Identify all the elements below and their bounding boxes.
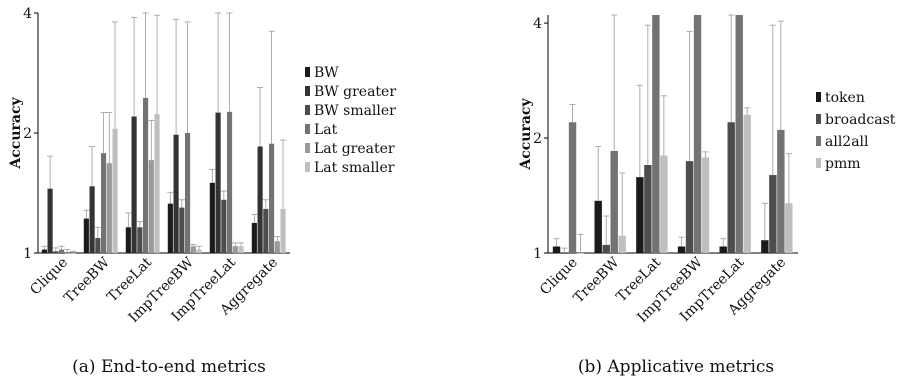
- bar-imptreebw-token: [677, 246, 686, 253]
- legend-label: all2all: [825, 134, 869, 150]
- legend-swatch: [305, 105, 310, 115]
- bar-imptreelat-pmm: [743, 114, 751, 253]
- bar-aggregate-lat-greater: [274, 241, 280, 253]
- legend-swatch: [816, 92, 821, 102]
- figure-caption: (a) End-to-end metrics: [72, 357, 266, 377]
- y-tick-label: 4: [533, 16, 542, 32]
- bar-aggregate-lat-smaller: [280, 208, 286, 253]
- bar-imptreebw-all2all: [693, 15, 702, 253]
- bar-treelat-token: [636, 177, 644, 253]
- bar-aggregate-lat: [269, 143, 275, 253]
- bar-imptreebw-lat-smaller: [196, 249, 202, 253]
- bar-treebw-lat-smaller: [112, 128, 118, 253]
- bar-treebw-pmm: [618, 235, 626, 253]
- bar-clique-lat: [59, 249, 65, 253]
- bar-imptreelat-broadcast: [727, 122, 735, 253]
- bar-treelat-lat-smaller: [154, 114, 160, 253]
- bar-clique-bw: [41, 249, 47, 253]
- legend-swatch: [305, 67, 310, 77]
- bar-aggregate-bw-greater: [257, 146, 263, 253]
- bar-treebw-broadcast: [602, 244, 610, 253]
- y-tick-label: 1: [23, 246, 32, 262]
- figure-caption: (b) Applicative metrics: [578, 357, 774, 377]
- bar-aggregate-bw-smaller: [263, 208, 269, 253]
- bar-aggregate-bw: [251, 222, 257, 253]
- legend-label: BW: [314, 65, 339, 81]
- bar-aggregate-broadcast: [769, 175, 777, 253]
- bar-imptreelat-token: [719, 246, 727, 253]
- legend-label: pmm: [825, 156, 861, 172]
- bar-imptreelat-bw-greater: [215, 112, 221, 253]
- legend-label: BW greater: [314, 84, 396, 100]
- bar-clique-bw-smaller: [53, 251, 59, 253]
- bar-clique-token: [552, 246, 561, 253]
- bar-aggregate-pmm: [785, 203, 793, 253]
- legend-swatch: [816, 114, 821, 124]
- bar-imptreebw-bw: [167, 203, 173, 253]
- category-label: TreeBW: [571, 254, 623, 306]
- y-tick-label: 1: [533, 246, 542, 262]
- bar-treebw-bw-greater: [89, 186, 95, 253]
- legend-swatch: [305, 86, 310, 96]
- bar-imptreelat-bw: [209, 182, 215, 253]
- bar-clique-bw-greater: [47, 188, 53, 253]
- bar-aggregate-token: [761, 240, 769, 253]
- legend-label: Lat greater: [314, 141, 395, 157]
- bar-imptreelat-lat-smaller: [238, 246, 244, 253]
- bar-treelat-bw: [125, 227, 131, 253]
- y-tick-label: 4: [23, 6, 32, 22]
- bar-treelat-bw-greater: [131, 116, 137, 254]
- chart-a: 124AccuracyCliqueTreeBWTreeLatImpTreeBWI…: [8, 6, 396, 377]
- legend-swatch: [305, 124, 310, 134]
- legend-label: Lat smaller: [314, 160, 395, 176]
- bar-treebw-lat: [101, 153, 107, 253]
- y-axis-label: Accuracy: [518, 98, 534, 171]
- legend-label: token: [825, 90, 865, 106]
- bar-treebw-bw-smaller: [95, 238, 101, 253]
- legend-label: broadcast: [825, 112, 896, 128]
- bar-treelat-pmm: [660, 155, 668, 253]
- bar-imptreebw-broadcast: [685, 161, 694, 253]
- bar-imptreebw-bw-greater: [173, 134, 179, 253]
- legend-swatch: [305, 162, 310, 172]
- bar-clique-lat-smaller: [70, 253, 76, 254]
- bar-treelat-broadcast: [644, 164, 652, 253]
- legend-swatch: [305, 143, 310, 153]
- bar-treelat-lat-greater: [148, 160, 154, 253]
- bar-treebw-bw: [83, 218, 89, 253]
- legend-label: Lat: [314, 122, 338, 138]
- bar-aggregate-all2all: [777, 129, 785, 253]
- bar-imptreebw-pmm: [701, 157, 710, 253]
- bar-imptreebw-lat-greater: [190, 246, 196, 253]
- legend-swatch: [816, 158, 821, 168]
- bar-imptreebw-lat: [185, 133, 191, 253]
- bar-clique-broadcast: [560, 253, 569, 254]
- y-tick-label: 2: [533, 131, 542, 147]
- bar-clique-pmm: [576, 253, 585, 254]
- legend-swatch: [816, 136, 821, 146]
- y-tick-label: 2: [23, 126, 32, 142]
- bar-imptreelat-bw-smaller: [221, 199, 227, 253]
- bar-treebw-all2all: [610, 150, 618, 253]
- bar-treelat-bw-smaller: [137, 227, 143, 253]
- bar-clique-lat-greater: [64, 253, 70, 254]
- bar-clique-all2all: [568, 122, 577, 253]
- bar-imptreelat-lat: [227, 111, 233, 253]
- category-label: TreeBW: [61, 254, 113, 306]
- bar-treelat-lat: [143, 97, 149, 254]
- bar-treebw-lat-greater: [106, 163, 112, 253]
- chart-b: 124AccuracyCliqueTreeBWTreeLatImpTreeBWI…: [518, 14, 896, 377]
- bar-treelat-all2all: [652, 15, 660, 253]
- bar-imptreelat-all2all: [735, 15, 743, 253]
- y-axis-label: Accuracy: [8, 97, 24, 170]
- bar-imptreebw-bw-smaller: [179, 207, 185, 253]
- bar-imptreelat-lat-greater: [232, 246, 238, 253]
- legend-label: BW smaller: [314, 103, 396, 119]
- bar-treebw-token: [594, 200, 602, 253]
